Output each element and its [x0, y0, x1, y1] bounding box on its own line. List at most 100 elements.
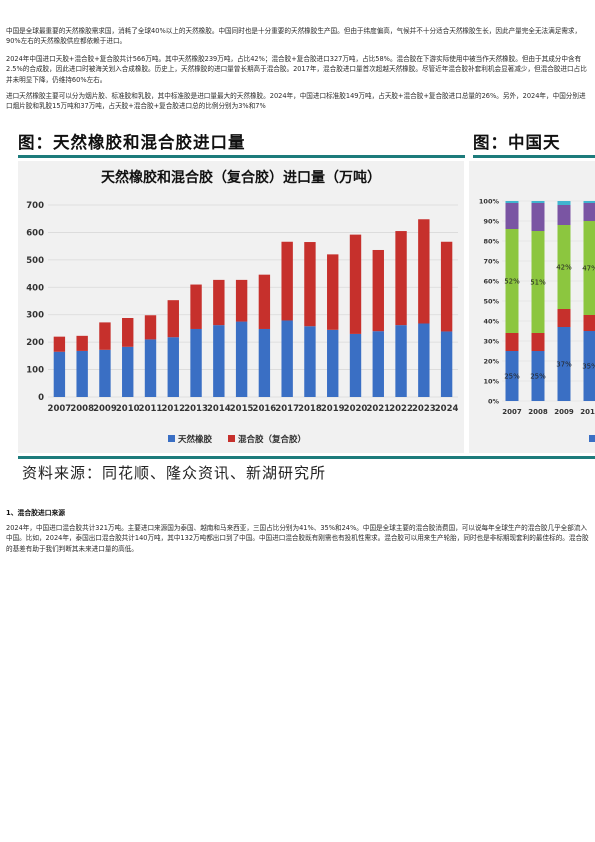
bar-mixed-2014: [213, 279, 225, 326]
share-bar-2008-1: [531, 333, 545, 351]
y-tick-label: 40%: [483, 318, 499, 326]
bar-natural-2019: [327, 329, 339, 397]
mixed-rubber-source-paragraph: 2024年，中国进口混合胶共计321万吨。主要进口来源国为泰国、越南和马来西亚，…: [6, 524, 589, 553]
bar-natural-2023: [418, 323, 430, 397]
legend-label-0: 天然橡胶: [178, 434, 213, 445]
legend-swatch-1: [228, 435, 235, 442]
bar-natural-2024: [440, 331, 453, 397]
x-tick-label: 2009: [554, 408, 574, 416]
bar-natural-2015: [235, 321, 248, 397]
bar-natural-2018: [304, 326, 316, 397]
bar-mixed-2015: [235, 279, 248, 322]
bar-mixed-2018: [304, 242, 316, 327]
bar-mixed-2017: [281, 241, 293, 321]
y-tick-label: 50%: [483, 298, 499, 306]
y-tick-label: 70%: [483, 258, 499, 266]
share-bar-2010-3: [583, 203, 595, 221]
bar-mixed-2023: [418, 219, 430, 324]
share-bar-2009-2: [557, 225, 571, 309]
bar-natural-2017: [281, 320, 293, 397]
share-chart: 0% 10% 20% 30% 40% 50% 60% 70% 80% 90% 100% 25% 52% 2…: [469, 161, 595, 453]
share-bar-2009-4: [557, 201, 571, 205]
bar-natural-2009: [99, 349, 111, 397]
x-tick-label: 2023: [412, 404, 436, 414]
data-label-green: 51%: [530, 279, 546, 287]
y-tick-label: 600: [26, 228, 44, 238]
y-tick-label: 90%: [483, 218, 499, 226]
x-tick-label: 2008: [528, 408, 548, 416]
legend-label-1: 混合胶（复合胶）: [238, 434, 306, 445]
bar-natural-2020: [349, 333, 362, 397]
x-tick-label: 2011: [139, 404, 163, 414]
x-tick-label: 2007: [502, 408, 522, 416]
data-label-green: 47%: [582, 265, 595, 273]
figure-title-right: 图：中国天: [473, 133, 561, 152]
bar-mixed-2007: [53, 336, 66, 352]
share-bar-2007-3: [505, 203, 519, 229]
y-tick-label: 400: [26, 283, 44, 293]
data-label-blue: 25%: [530, 373, 546, 381]
x-tick-label: 2010: [116, 404, 140, 414]
x-tick-label: 2018: [298, 404, 322, 414]
share-bar-2009-3: [557, 205, 571, 225]
bar-natural-2022: [395, 325, 407, 397]
y-tick-label: 100%: [479, 198, 500, 206]
share-bar-2009-0: [557, 327, 571, 401]
share-bar-2008-3: [531, 203, 545, 231]
y-tick-label: 700: [26, 201, 44, 211]
bar-mixed-2019: [327, 254, 339, 330]
share-bar-2008-4: [531, 201, 545, 203]
y-tick-label: 80%: [483, 238, 499, 246]
data-label-green: 42%: [556, 264, 572, 272]
x-tick-label: 2019: [321, 404, 345, 414]
y-tick-label: 60%: [483, 278, 499, 286]
source-divider: [18, 456, 595, 459]
x-tick-label: 2007: [48, 404, 72, 414]
x-tick-label: 2015: [230, 404, 254, 414]
x-tick-label: 2012: [161, 404, 185, 414]
share-bar-2010-1: [583, 315, 595, 331]
bar-mixed-2012: [167, 300, 179, 338]
bar-mixed-2010: [122, 318, 134, 347]
import-volume-paragraph: 2024年中国进口天胶+混合胶+复合胶共计566万吨。其中天然橡胶239万吨，占…: [6, 55, 587, 84]
y-tick-label: 20%: [483, 358, 499, 366]
bar-mixed-2013: [190, 284, 202, 329]
y-tick-label: 100: [26, 366, 44, 376]
x-tick-label: 2014: [207, 404, 231, 414]
y-tick-label: 0%: [488, 398, 500, 406]
y-tick-label: 10%: [483, 378, 499, 386]
data-label-blue: 37%: [556, 361, 572, 369]
bar-natural-2012: [167, 337, 179, 397]
bar-mixed-2011: [144, 315, 157, 340]
intro-paragraph: 中国是全球最重要的天然橡胶需求国，消耗了全球40%以上的天然橡胶。中国同时也是十…: [6, 27, 582, 46]
share-bar-2009-1: [557, 309, 571, 327]
y-tick-label: 0: [38, 393, 44, 403]
x-tick-label: 2017: [275, 404, 299, 414]
share-bar-2008-0: [531, 351, 545, 401]
y-tick-label: 200: [26, 338, 44, 348]
bar-natural-2010: [122, 346, 134, 397]
bar-natural-2021: [372, 331, 384, 397]
x-tick-label: 2008: [70, 404, 94, 414]
share-bar-2007-2: [505, 229, 519, 333]
data-label-blue: 35%: [582, 363, 595, 371]
share-bar-2008-2: [531, 231, 545, 333]
data-label-green: 52%: [504, 278, 520, 286]
share-bar-2010-2: [583, 221, 595, 315]
title-underline-right: [473, 155, 595, 158]
bar-natural-2008: [76, 350, 88, 397]
bar-mixed-2024: [440, 241, 453, 332]
bar-natural-2007: [53, 351, 66, 397]
y-tick-label: 500: [26, 256, 44, 266]
bar-mixed-2021: [372, 249, 384, 332]
x-tick-label: 2016: [253, 404, 277, 414]
legend-swatch-0: [168, 435, 175, 442]
share-bar-2007-1: [505, 333, 519, 351]
x-tick-label: 2009: [93, 404, 117, 414]
y-tick-label: 30%: [483, 338, 499, 346]
figure-panel: 图：天然橡胶和混合胶进口量 图：中国天 天然橡胶和混合胶（复合胶）进口量（万吨）…: [18, 125, 595, 490]
bar-natural-2016: [258, 328, 271, 397]
bar-mixed-2020: [349, 234, 362, 334]
section-heading: 1、混合胶进口来源: [6, 509, 66, 517]
share-bar-2010-4: [583, 201, 595, 203]
